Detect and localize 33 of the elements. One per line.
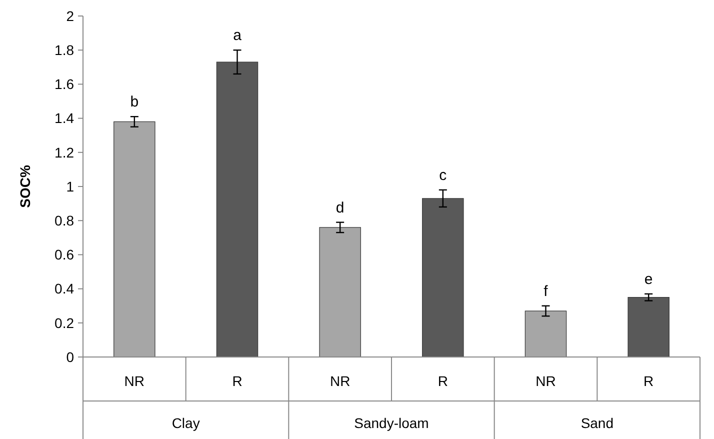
annotation: b: [130, 94, 139, 111]
x-tick-label: NR: [124, 372, 145, 389]
y-tick-label: 0.8: [54, 212, 74, 228]
x-tick-label: R: [232, 372, 242, 389]
bar: [422, 198, 464, 358]
y-axis-title: SOC%: [17, 164, 33, 208]
y-tick-label: 2: [66, 8, 74, 24]
x-tick-label: NR: [330, 372, 350, 389]
annotation: e: [644, 270, 653, 288]
y-tick-label: 1.6: [54, 76, 74, 92]
text: Sandy-loam: [354, 414, 429, 431]
y-tick-label: 0.6: [54, 246, 74, 263]
bar: [114, 121, 156, 358]
annotation: c: [439, 166, 448, 184]
y-tick-label: 1.2: [54, 144, 74, 160]
bar: [628, 297, 670, 358]
annotation: f: [544, 282, 549, 300]
text: Clay: [172, 414, 200, 431]
y-tick-label: 1.8: [54, 42, 74, 58]
text: Sand: [580, 414, 614, 431]
y-tick-label: 0: [66, 348, 74, 365]
bar: [319, 227, 361, 358]
annotation: a: [233, 27, 242, 44]
y-tick-label: 0.4: [54, 280, 74, 297]
x-tick-label: R: [438, 372, 448, 389]
bar: [524, 310, 567, 358]
x-tick-label: NR: [536, 372, 556, 389]
bar: [216, 62, 258, 358]
y-tick-label: 1.4: [54, 110, 74, 126]
y-tick-label: 0.2: [54, 314, 74, 331]
annotation: d: [336, 199, 344, 216]
y-tick-label: 1: [66, 178, 74, 194]
x-tick-label: R: [644, 372, 654, 389]
